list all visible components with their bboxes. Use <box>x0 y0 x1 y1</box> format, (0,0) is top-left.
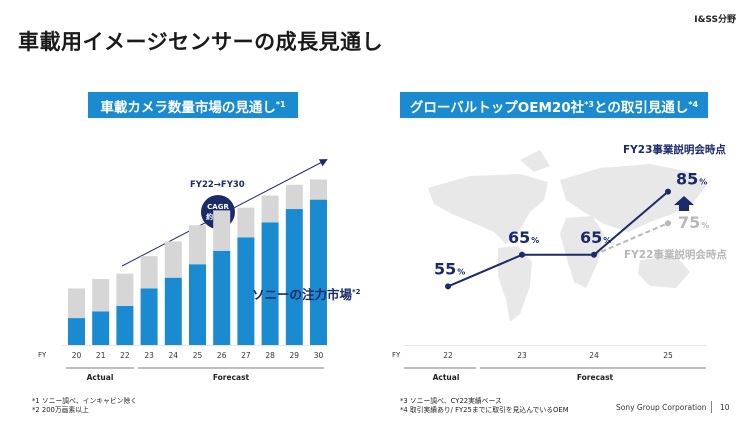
bar-sony-segment <box>261 222 279 345</box>
bar-sony-segment <box>285 209 303 345</box>
forecast-label: Forecast <box>213 373 250 382</box>
fy-axis-label: FY <box>392 351 401 359</box>
company-name: Sony Group Corporation <box>616 403 707 412</box>
fy23-value-label: 65% <box>508 228 539 247</box>
fy23-value-label: 85% <box>676 170 707 189</box>
x-tick-label: 30 <box>314 351 324 360</box>
fy23-value-label: 55% <box>434 259 465 278</box>
right-header-note1: *3 <box>584 100 594 109</box>
bar-other-segment <box>285 184 303 210</box>
bar-other-segment <box>261 195 279 223</box>
slide-title: 車載用イメージセンサーの成長見通し <box>18 30 384 54</box>
x-tick-label: 23 <box>517 351 527 360</box>
x-tick-label: 20 <box>72 351 82 360</box>
bar-sony-segment <box>310 199 327 345</box>
bar-other-segment <box>164 241 182 278</box>
sony-market-note: *2 <box>352 288 361 296</box>
x-tick-label: 22 <box>443 351 453 360</box>
x-tick-label: 25 <box>193 351 203 360</box>
left-footnote-2: *2 200万画素以上 <box>32 406 89 414</box>
bar-other-segment <box>92 279 110 312</box>
fy23-data-point <box>519 251 525 258</box>
x-tick-label: 23 <box>144 351 154 360</box>
fy22-value-label: 75% <box>678 213 709 232</box>
bar-sony-segment <box>237 237 255 345</box>
actual-label: Actual <box>433 373 460 382</box>
x-tick-label: 24 <box>169 351 179 360</box>
right-header-note2: *4 <box>688 100 699 109</box>
left-header-text: 車載カメラ数量市場の見通し <box>100 100 276 116</box>
footer-divider <box>711 401 712 413</box>
fy23-value-label: 65% <box>580 228 611 247</box>
fy22-series-line <box>593 222 669 256</box>
fy-axis-label: FY <box>38 351 47 359</box>
bar-sony-segment <box>68 318 85 345</box>
bar-sony-segment <box>140 288 158 345</box>
actual-label: Actual <box>87 373 114 382</box>
left-footnote-1: *1 ソニー調べ、インキャビン除く <box>32 397 138 405</box>
left-panel-header: 車載カメラ数量市場の見通し*1 <box>88 92 298 118</box>
period-label: FY22→FY30 <box>190 180 245 190</box>
x-tick-label: 26 <box>217 351 227 360</box>
x-tick-labels: 20 21 22 23 24 25 26 27 28 29 30 <box>72 351 324 360</box>
bar-sony-segment <box>92 311 110 345</box>
svg-text:ソニーの注力市場*2: ソニーの注力市場*2 <box>252 287 361 302</box>
bar-sony-segment <box>189 264 206 345</box>
bar-sony-segment <box>213 250 231 345</box>
sony-market-label: ソニーの注力市場*2 <box>252 287 361 302</box>
x-tick-label: 24 <box>589 351 599 360</box>
right-footnote-2: *4 取引実績あり/ FY25までに取引を見込んでいるOEM <box>400 406 569 414</box>
bar-sony-segment <box>116 305 134 345</box>
page-number: 10 <box>720 403 730 412</box>
x-tick-label: 29 <box>290 351 300 360</box>
world-map <box>428 150 706 322</box>
bar-other-segment <box>213 210 231 251</box>
fy23-data-point <box>445 283 451 290</box>
x-tick-label: 28 <box>265 351 275 360</box>
line-series <box>445 188 671 290</box>
bar-sony-segment <box>164 277 182 345</box>
right-panel-header: グローバルトップOEM20社*3との取引見通し*4 <box>400 92 708 118</box>
fy22-data-point <box>665 220 671 227</box>
bar-other-segment <box>237 207 255 238</box>
bar-other-segment <box>68 288 85 319</box>
right-footnote-1: *3 ソニー調べ、CY22実績ベース <box>400 397 502 405</box>
bar-group <box>62 179 328 346</box>
fy23-series-label: FY23事業説明会時点 <box>623 143 726 156</box>
fy23-data-point <box>591 251 597 258</box>
bar-other-segment <box>189 225 206 265</box>
up-arrow-icon <box>674 196 694 211</box>
x-tick-label: 25 <box>663 351 673 360</box>
cagr-label: CAGR <box>207 203 229 211</box>
bar-other-segment <box>140 256 158 289</box>
x-tick-label: 27 <box>241 351 251 360</box>
right-header-mid: との取引見通し <box>593 100 689 116</box>
fy23-data-point <box>665 188 671 195</box>
x-tick-label: 22 <box>120 351 130 360</box>
x-tick-label: 21 <box>96 351 106 360</box>
division-tag: I&SS分野 <box>694 15 736 25</box>
right-header-text: グローバルトップOEM20社 <box>409 100 585 116</box>
bar-other-segment <box>116 273 134 306</box>
fy22-series-label: FY22事業説明会時点 <box>624 248 727 261</box>
sony-market-text: ソニーの注力市場 <box>252 287 353 302</box>
fy23-series-line <box>447 190 669 288</box>
left-header-note: *1 <box>275 100 286 109</box>
x-tick-labels: 22 23 24 25 <box>404 345 706 360</box>
bar-other-segment <box>310 179 327 200</box>
forecast-label: Forecast <box>577 373 614 382</box>
